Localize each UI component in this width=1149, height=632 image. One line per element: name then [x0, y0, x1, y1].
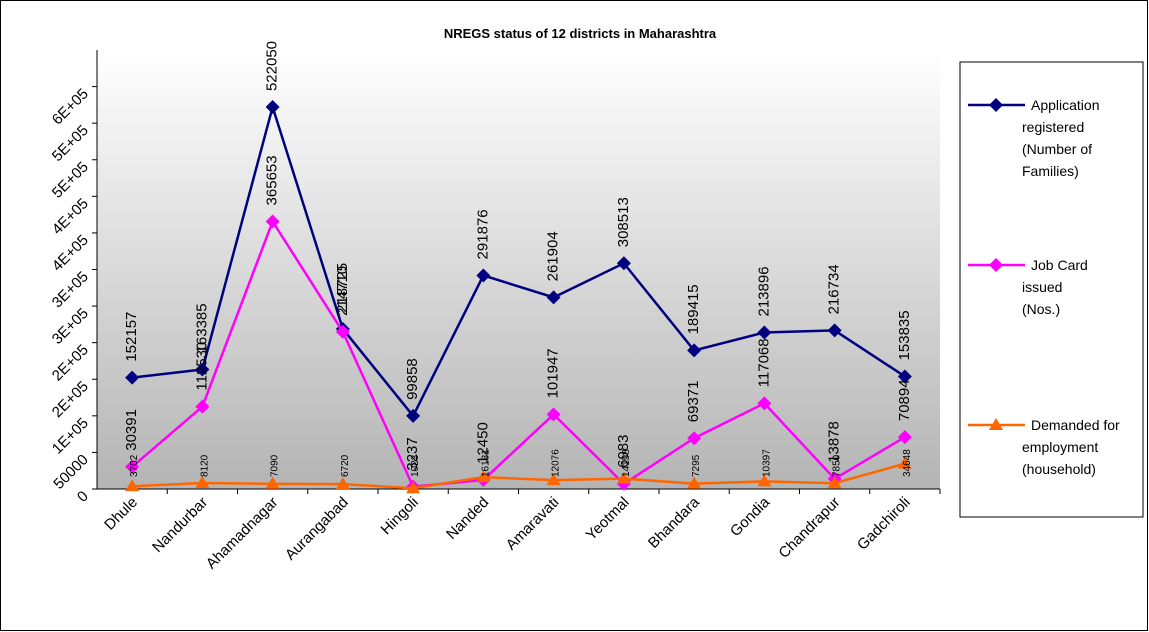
legend-marker — [989, 418, 1003, 430]
point — [406, 408, 421, 423]
data-label: 291876 — [474, 209, 491, 259]
data-label: 16181 — [480, 449, 491, 477]
data-label: 214710 — [334, 266, 351, 316]
data-label: 70894 — [896, 379, 913, 421]
data-label: 213896 — [755, 266, 772, 316]
data-label: 7850 — [832, 454, 843, 477]
data-label: 12076 — [551, 449, 562, 477]
point — [616, 471, 631, 484]
point — [335, 477, 350, 490]
data-label: 3237 — [404, 437, 421, 470]
point — [546, 473, 561, 486]
point — [195, 362, 210, 377]
data-label: 522050 — [264, 41, 281, 91]
point — [827, 323, 842, 338]
legend — [959, 61, 1144, 518]
point — [897, 456, 912, 469]
data-label: 7090 — [270, 454, 281, 477]
point — [757, 325, 772, 340]
point — [546, 407, 561, 422]
point — [265, 476, 280, 489]
data-label: 13878 — [826, 421, 843, 463]
data-label: 1023 — [410, 454, 421, 477]
legend-label: Application registered (Number of Families) — [1022, 97, 1100, 179]
data-label: 163385 — [193, 303, 210, 353]
point — [476, 268, 491, 283]
data-label: 6720 — [340, 454, 351, 477]
point — [125, 459, 140, 474]
series-line — [131, 102, 906, 419]
data-label: 218725 — [334, 263, 351, 313]
point — [757, 474, 772, 487]
point — [757, 396, 772, 411]
point — [406, 481, 421, 494]
data-label: 8120 — [199, 454, 210, 477]
legend-marker — [989, 98, 1003, 112]
data-label: 12450 — [474, 422, 491, 464]
point — [687, 431, 702, 446]
data-label: 6983 — [615, 435, 632, 468]
point — [687, 476, 702, 489]
data-label: 10397 — [761, 449, 772, 477]
data-label: 7295 — [691, 454, 702, 477]
point — [335, 324, 350, 339]
legend-label: Demanded for employment (household) — [1022, 417, 1120, 477]
point — [476, 470, 491, 483]
data-label: 308513 — [615, 197, 632, 247]
series-line — [132, 462, 906, 490]
data-label: 34648 — [902, 449, 913, 477]
data-label: 30391 — [123, 409, 140, 451]
legend-marker — [989, 258, 1003, 272]
data-label: 112530 — [193, 342, 210, 391]
data-label: 153835 — [896, 310, 913, 360]
point — [546, 290, 561, 305]
series-line — [131, 218, 906, 488]
point — [687, 343, 702, 358]
data-label: 152157 — [123, 312, 140, 362]
point — [897, 430, 912, 445]
data-label: 216734 — [826, 264, 843, 314]
chart-title: NREGS status of 12 districts in Maharash… — [444, 26, 717, 41]
legend-label: Job Card issued (Nos.) — [1022, 257, 1088, 317]
data-label: 101947 — [545, 348, 562, 398]
data-label: 3702 — [129, 454, 140, 477]
point — [195, 476, 210, 489]
data-label: 189415 — [685, 284, 702, 334]
point — [897, 369, 912, 384]
data-label: 117068 — [755, 338, 772, 387]
data-label: 365653 — [264, 155, 281, 205]
data-label: 99858 — [404, 358, 421, 400]
point — [195, 399, 210, 414]
point — [265, 214, 280, 229]
point — [125, 479, 140, 492]
data-label: 261904 — [545, 231, 562, 281]
point — [616, 256, 631, 271]
point — [827, 476, 842, 489]
data-label: 14158 — [621, 449, 632, 477]
plot-area — [97, 50, 940, 489]
point — [125, 370, 140, 385]
point — [265, 100, 280, 115]
data-label: 69371 — [685, 381, 702, 423]
